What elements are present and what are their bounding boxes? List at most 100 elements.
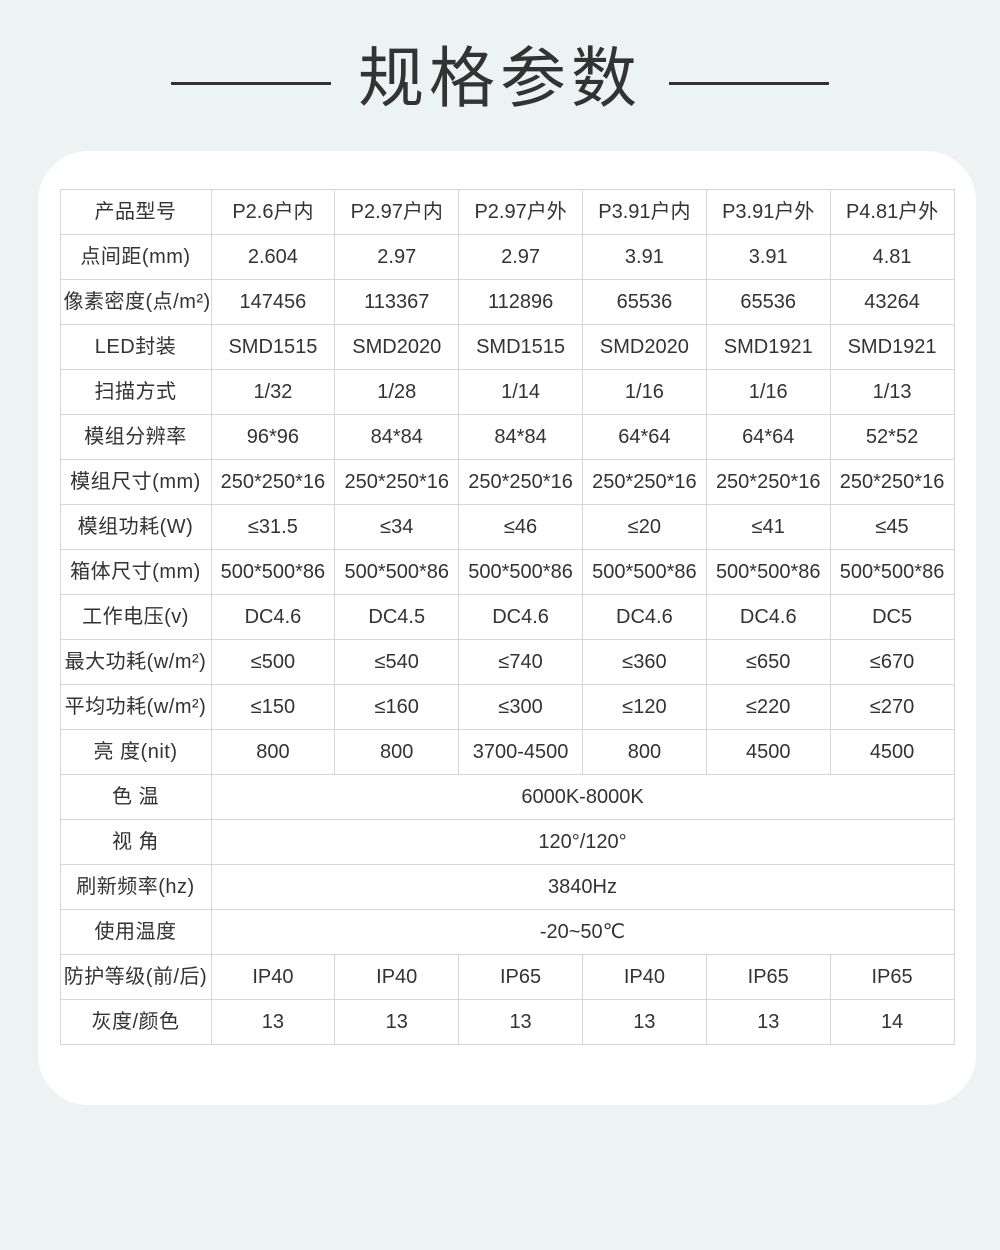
cell-value: 800 (581, 729, 707, 775)
cell-value: 120°/120° (210, 819, 955, 865)
row-label: 最大功耗(w/m²) (59, 639, 212, 685)
cell-value: SMD2020 (581, 324, 707, 370)
cell-value: 3.91 (705, 234, 831, 280)
cell-value: P2.97户内 (334, 189, 460, 235)
cell-value: P2.97户外 (458, 189, 583, 235)
cell-value: 3700-4500 (458, 729, 583, 775)
cell-value: 65536 (705, 279, 831, 325)
table-header-row: 产品型号 P2.6户内 P2.97户内 P2.97户外 P3.91户内 P3.91户外 P4… (59, 189, 955, 235)
cell-value: ≤270 (829, 684, 955, 730)
cell-value: 64*64 (581, 414, 707, 460)
row-label: LED封装 (59, 324, 212, 370)
cell-value: ≤20 (581, 504, 707, 550)
row-label: 色 温 (59, 774, 212, 820)
cell-value: DC4.6 (210, 594, 336, 640)
cell-value: SMD1921 (705, 324, 831, 370)
cell-value: 43264 (829, 279, 955, 325)
spec-card: 产品型号 P2.6户内 P2.97户内 P2.97户外 P3.91户内 P3.91户外 P4… (38, 151, 976, 1105)
cell-value: DC4.6 (458, 594, 583, 640)
cell-value: 1/28 (334, 369, 460, 415)
title-right-line (669, 81, 829, 85)
cell-value: -20~50℃ (210, 909, 955, 955)
cell-value: 147456 (210, 279, 336, 325)
row-label: 产品型号 (59, 189, 212, 235)
table-row: 像素密度(点/m²) 147456 113367 112896 65536 65536 43… (59, 279, 955, 325)
row-label: 扫描方式 (59, 369, 212, 415)
cell-value: IP40 (210, 954, 336, 1000)
table-row: 色 温 6000K-8000K (59, 774, 955, 820)
cell-value: DC5 (829, 594, 955, 640)
row-label: 平均功耗(w/m²) (59, 684, 212, 730)
cell-value: 84*84 (458, 414, 583, 460)
cell-value: 250*250*16 (829, 459, 955, 505)
cell-value: 1/14 (458, 369, 583, 415)
cell-value: 1/13 (829, 369, 955, 415)
row-label: 箱体尺寸(mm) (59, 549, 212, 595)
cell-value: 800 (210, 729, 336, 775)
table-row: 亮 度(nit) 800 800 3700-4500 800 4500 4500 (59, 729, 955, 775)
row-label: 视 角 (59, 819, 212, 865)
cell-value: P4.81户外 (829, 189, 955, 235)
cell-value: 500*500*86 (705, 549, 831, 595)
cell-value: 250*250*16 (458, 459, 583, 505)
cell-value: SMD1515 (210, 324, 336, 370)
title-left-line (171, 81, 331, 85)
row-label: 灰度/颜色 (59, 999, 212, 1045)
table-row: 使用温度 -20~50℃ (59, 909, 955, 955)
row-label: 亮 度(nit) (59, 729, 212, 775)
table-row: 刷新频率(hz) 3840Hz (59, 864, 955, 910)
table-row: 扫描方式 1/32 1/28 1/14 1/16 1/16 1/13 (59, 369, 955, 415)
cell-value: 500*500*86 (458, 549, 583, 595)
cell-value: ≤650 (705, 639, 831, 685)
table-row: 模组分辨率 96*96 84*84 84*84 64*64 64*64 52*52 (59, 414, 955, 460)
cell-value: 1/32 (210, 369, 336, 415)
cell-value: 4500 (705, 729, 831, 775)
cell-value: 6000K-8000K (210, 774, 955, 820)
cell-value: 500*500*86 (210, 549, 336, 595)
cell-value: DC4.5 (334, 594, 460, 640)
cell-value: DC4.6 (705, 594, 831, 640)
cell-value: 13 (705, 999, 831, 1045)
cell-value: ≤740 (458, 639, 583, 685)
spec-table-body: 产品型号 P2.6户内 P2.97户内 P2.97户外 P3.91户内 P3.91户外 P4… (59, 189, 955, 1045)
table-row: 最大功耗(w/m²) ≤500 ≤540 ≤740 ≤360 ≤650 ≤670 (59, 639, 955, 685)
cell-value: 64*64 (705, 414, 831, 460)
cell-value: ≤220 (705, 684, 831, 730)
cell-value: 4500 (829, 729, 955, 775)
table-row: 平均功耗(w/m²) ≤150 ≤160 ≤300 ≤120 ≤220 ≤270 (59, 684, 955, 730)
table-row: LED封装 SMD1515 SMD2020 SMD1515 SMD2020 SMD1921… (59, 324, 955, 370)
cell-value: 500*500*86 (581, 549, 707, 595)
cell-value: ≤500 (210, 639, 336, 685)
cell-value: P3.91户外 (705, 189, 831, 235)
cell-value: 250*250*16 (705, 459, 831, 505)
cell-value: 1/16 (581, 369, 707, 415)
row-label: 模组分辨率 (59, 414, 212, 460)
page-header: 规格参数 (0, 0, 1000, 115)
cell-value: 250*250*16 (581, 459, 707, 505)
cell-value: P3.91户内 (581, 189, 707, 235)
table-row: 模组功耗(W) ≤31.5 ≤34 ≤46 ≤20 ≤41 ≤45 (59, 504, 955, 550)
cell-value: 500*500*86 (829, 549, 955, 595)
cell-value: 84*84 (334, 414, 460, 460)
cell-value: IP65 (829, 954, 955, 1000)
cell-value: 3.91 (581, 234, 707, 280)
row-label: 使用温度 (59, 909, 212, 955)
cell-value: SMD2020 (334, 324, 460, 370)
cell-value: ≤300 (458, 684, 583, 730)
cell-value: 65536 (581, 279, 707, 325)
cell-value: ≤46 (458, 504, 583, 550)
cell-value: IP40 (581, 954, 707, 1000)
cell-value: ≤670 (829, 639, 955, 685)
spec-table: 产品型号 P2.6户内 P2.97户内 P2.97户外 P3.91户内 P3.91户外 P4… (59, 189, 955, 1045)
cell-value: 4.81 (829, 234, 955, 280)
cell-value: 500*500*86 (334, 549, 460, 595)
cell-value: ≤120 (581, 684, 707, 730)
cell-value: 3840Hz (210, 864, 955, 910)
table-row: 工作电压(v) DC4.6 DC4.5 DC4.6 DC4.6 DC4.6 DC5 (59, 594, 955, 640)
cell-value: ≤540 (334, 639, 460, 685)
cell-value: 250*250*16 (334, 459, 460, 505)
cell-value: 2.97 (334, 234, 460, 280)
cell-value: ≤41 (705, 504, 831, 550)
row-label: 点间距(mm) (59, 234, 212, 280)
cell-value: ≤150 (210, 684, 336, 730)
